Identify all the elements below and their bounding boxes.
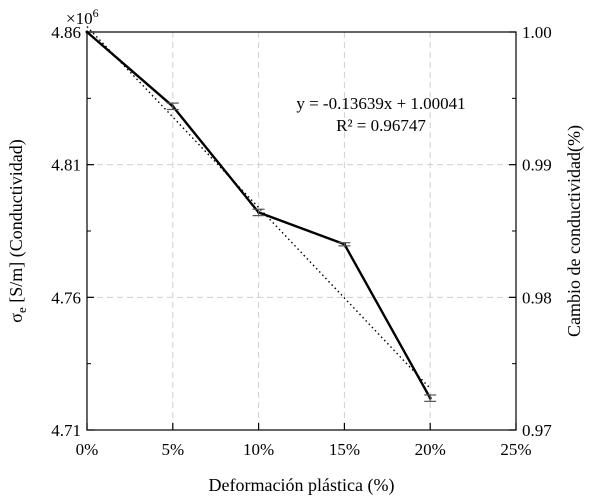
plot-frame [86,31,517,431]
y-axis-multiplier: ×106 [66,6,99,28]
tick-labels: 0% 5% 10% 15% 20% 25% 4.71 4.76 4.81 4.86 0.97 0.98… [51,23,552,459]
y-left-tick-label: 4.81 [51,156,81,175]
x-tick-label: 25% [500,440,531,459]
y-right-tick-label: 0.98 [522,288,552,307]
y-axis-left-title-main: σ [6,313,26,323]
y-axis-left-title: σe [S/m] (Conductividad) [6,139,29,322]
y-right-tick-label: 0.99 [522,156,552,175]
trendline-r-squared: R² = 0.96747 [336,116,426,135]
y-left-tick-label: 4.86 [51,23,81,42]
y-axis-left-title-subscript: e [14,307,29,313]
x-tick-label: 0% [76,440,99,459]
y-axis-right-title: Cambio de conductividad(%) [564,125,585,337]
x-tick-label: 10% [243,440,274,459]
y-axis-multiplier-exponent: 6 [93,6,99,20]
y-axis-multiplier-base: ×10 [66,9,93,28]
x-tick-label: 15% [329,440,360,459]
data-point [85,30,89,34]
y-right-tick-label: 0.97 [522,421,552,440]
y-left-tick-label: 4.76 [51,288,81,307]
x-axis-title: Deformación plástica (%) [209,475,395,496]
y-right-tick-label: 1.00 [522,23,552,42]
grid-lines [87,32,516,430]
y-axis-left-title-rest: [S/m] (Conductividad) [6,139,27,307]
x-tick-label: 20% [415,440,446,459]
series-group [85,30,437,402]
x-tick-label: 5% [161,440,184,459]
y-left-tick-label: 4.71 [51,421,81,440]
axis-ticks [86,31,517,431]
trendline-equation: y = -0.13639x + 1.00041 [296,94,465,113]
